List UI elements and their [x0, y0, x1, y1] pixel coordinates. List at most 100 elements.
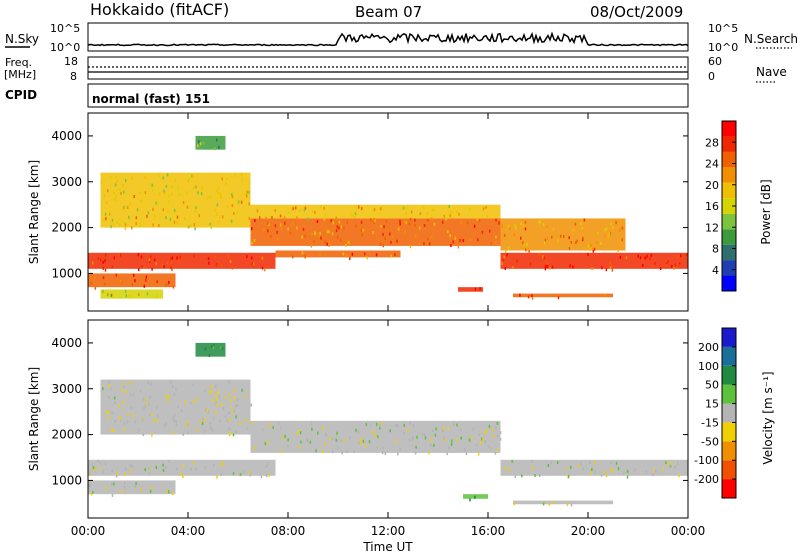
- data-cell: [94, 467, 96, 471]
- data-cell: [567, 474, 570, 478]
- data-cell: [302, 227, 305, 231]
- data-cell: [104, 253, 107, 257]
- data-cell: [610, 467, 612, 471]
- colorbar-segment: [722, 479, 736, 498]
- data-cell: [569, 264, 571, 268]
- data-cell: [113, 197, 116, 201]
- data-cell: [171, 260, 173, 264]
- data-cell: [546, 225, 548, 229]
- data-cell: [361, 233, 363, 237]
- colorbar-tick-label: 16: [705, 200, 719, 213]
- data-region: [195, 135, 226, 150]
- data-cell: [594, 470, 596, 474]
- data-cell: [214, 411, 217, 415]
- data-cell: [124, 481, 126, 485]
- data-cell: [264, 442, 267, 446]
- data-cell: [123, 382, 125, 386]
- data-cell: [105, 201, 108, 205]
- data-cell: [583, 218, 586, 222]
- x-tick-label: 16:00: [471, 524, 506, 538]
- data-cell: [366, 256, 369, 260]
- data-cell: [601, 266, 603, 270]
- data-cell: [112, 222, 115, 226]
- data-cell: [522, 224, 525, 228]
- data-cell: [496, 421, 499, 425]
- x-axis-label: Time UT: [362, 540, 413, 554]
- data-cell: [217, 391, 220, 395]
- data-cell: [358, 441, 360, 445]
- power-colorbar: 4 8 12 16 20 24 28: [705, 120, 737, 292]
- data-cell: [140, 488, 142, 492]
- data-cell: [570, 465, 572, 469]
- data-cell: [231, 266, 234, 270]
- data-cell: [111, 265, 113, 269]
- data-cell: [182, 201, 185, 205]
- data-cell: [634, 468, 637, 472]
- data-cell: [236, 211, 239, 215]
- data-cell: [287, 438, 289, 442]
- data-cell: [527, 295, 530, 299]
- data-cell: [231, 195, 234, 199]
- data-cell: [144, 405, 147, 409]
- data-cell: [550, 460, 552, 464]
- data-cell: [390, 254, 393, 258]
- data-cell: [123, 427, 126, 431]
- data-cell: [192, 175, 194, 179]
- data-cell: [331, 232, 334, 236]
- data-cell: [482, 437, 484, 441]
- data-cell: [376, 446, 378, 450]
- data-cell: [150, 382, 153, 386]
- colorbar-tick-label: 12: [705, 221, 719, 234]
- data-cell: [371, 430, 374, 434]
- data-cell: [364, 443, 367, 447]
- data-cell: [212, 416, 215, 420]
- data-cell: [177, 186, 179, 190]
- data-cell: [218, 395, 221, 399]
- data-cell: [268, 473, 270, 477]
- data-cell: [237, 200, 240, 204]
- data-cell: [170, 257, 172, 261]
- data-cell: [90, 281, 93, 285]
- data-cell: [456, 438, 458, 442]
- data-cell: [542, 502, 545, 506]
- colorbar-tick-label: 100: [698, 360, 719, 373]
- data-cell: [311, 427, 313, 431]
- data-cell: [402, 206, 405, 210]
- data-cell: [246, 190, 248, 194]
- data-cell: [274, 224, 277, 228]
- data-cell: [513, 502, 516, 506]
- data-cell: [166, 398, 169, 402]
- data-cell: [186, 205, 189, 209]
- data-cell: [612, 226, 614, 230]
- data-cell: [414, 218, 416, 222]
- data-cell: [110, 225, 112, 229]
- x-tick-label: 08:00: [271, 524, 306, 538]
- data-cell: [369, 424, 372, 428]
- data-cell: [216, 189, 218, 193]
- data-cell: [465, 451, 468, 455]
- data-cell: [357, 430, 359, 434]
- freq-tick-low: 8: [70, 70, 77, 83]
- data-cell: [520, 474, 523, 478]
- data-cell: [310, 422, 313, 426]
- data-cell: [129, 294, 131, 298]
- data-cell: [405, 206, 407, 210]
- data-cell: [219, 192, 222, 196]
- data-cell: [224, 415, 227, 419]
- x-tick-label: 00:00: [71, 524, 106, 538]
- data-cell: [267, 221, 269, 225]
- y-tick-label: 2000: [51, 428, 82, 442]
- data-cell: [499, 431, 502, 435]
- data-cell: [187, 179, 190, 183]
- data-cell: [225, 181, 227, 185]
- data-cell: [265, 216, 267, 220]
- data-cell: [441, 429, 444, 433]
- data-cell: [495, 218, 497, 222]
- data-cell: [360, 220, 363, 224]
- data-cell: [107, 293, 109, 297]
- data-cell: [248, 190, 250, 194]
- data-cell: [471, 436, 473, 440]
- data-cell: [548, 502, 550, 506]
- data-cell: [163, 264, 165, 268]
- data-cell: [97, 257, 100, 261]
